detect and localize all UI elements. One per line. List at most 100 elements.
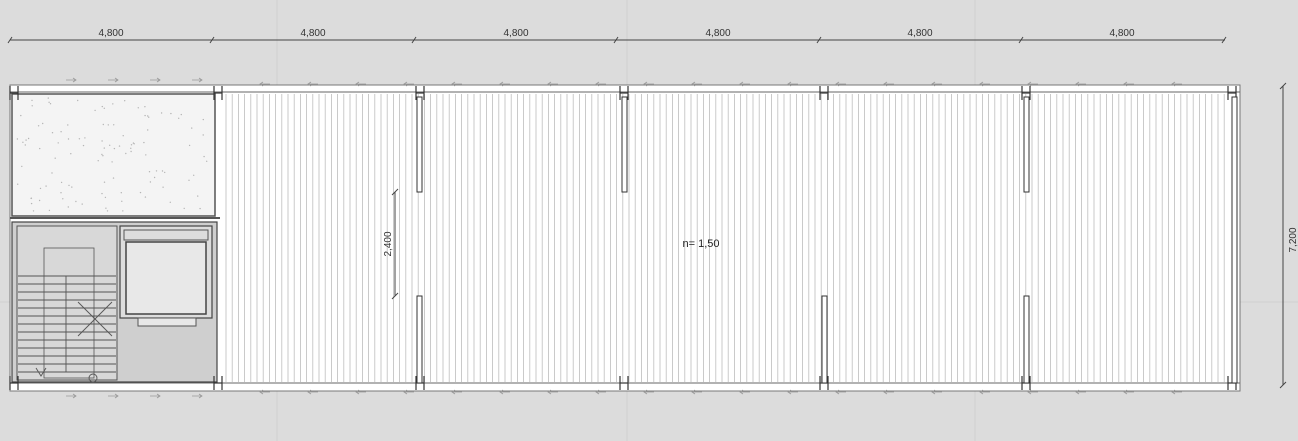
speckle	[191, 127, 193, 129]
speckle	[67, 138, 70, 140]
column-icon	[213, 376, 223, 390]
speckle	[101, 140, 103, 142]
light-well	[10, 93, 220, 219]
flow-arrow	[1171, 81, 1182, 87]
flow-arrows	[66, 77, 1182, 399]
flow-arrow	[1075, 389, 1086, 395]
speckle	[97, 160, 99, 162]
speckle	[139, 191, 142, 194]
flow-arrow	[259, 81, 270, 87]
flow-arrow	[691, 389, 702, 395]
flow-arrow	[883, 81, 894, 87]
speckle	[188, 179, 190, 181]
flow-arrow	[739, 389, 750, 395]
bay-dimension-label: 4,800	[907, 28, 932, 39]
column-icon	[619, 376, 629, 390]
speckle	[130, 144, 133, 146]
speckle	[170, 112, 172, 115]
flow-arrow	[979, 81, 990, 87]
speckle	[148, 116, 150, 118]
bay-dimension-label: 4,800	[98, 28, 123, 39]
speckle	[82, 144, 85, 147]
speckle	[113, 124, 115, 126]
speckle	[54, 157, 56, 159]
speckle	[118, 145, 121, 147]
flow-arrow	[1123, 81, 1134, 87]
flow-arrow	[835, 389, 846, 395]
flow-arrow	[499, 389, 510, 395]
speckle	[30, 197, 32, 200]
speckle	[147, 129, 149, 131]
speckle	[24, 144, 26, 146]
speckle	[104, 196, 107, 199]
speckle	[71, 186, 73, 188]
speckle	[51, 132, 54, 134]
speckle	[109, 144, 111, 146]
speckle	[155, 170, 158, 172]
flow-arrow	[403, 81, 414, 87]
speckle	[105, 207, 107, 209]
ratio-annotation: n= 1,50	[682, 238, 719, 250]
speckle	[60, 192, 62, 194]
speckle	[106, 210, 109, 212]
flow-arrow	[451, 389, 462, 395]
speckle	[42, 122, 44, 125]
bay-dimension-label: 4,800	[300, 28, 325, 39]
speckle	[17, 183, 19, 185]
column-icon	[1021, 86, 1031, 100]
speckle	[132, 142, 135, 144]
speckle	[102, 123, 105, 126]
flow-arrow	[108, 77, 119, 83]
speckle	[20, 114, 22, 117]
light-well-texture	[16, 97, 208, 212]
speckle	[47, 97, 49, 99]
speckle	[49, 103, 52, 105]
flow-arrow	[1075, 81, 1086, 87]
stair-marker-icon	[88, 373, 98, 383]
column-icon	[619, 86, 629, 100]
interior-wall-segments	[416, 96, 1238, 384]
flow-arrow	[403, 389, 414, 395]
flow-arrow	[547, 81, 558, 87]
speckle	[124, 100, 126, 102]
speckle	[148, 171, 151, 173]
speckle	[31, 105, 33, 107]
flow-arrow	[108, 393, 119, 399]
speckle	[125, 152, 127, 155]
flow-arrow	[1123, 389, 1134, 395]
speckle	[103, 147, 106, 149]
speckle	[48, 209, 51, 212]
flow-arrow	[192, 393, 203, 399]
speckle	[101, 105, 104, 108]
speckle	[111, 161, 113, 163]
flow-arrow	[307, 389, 318, 395]
speckle	[31, 99, 33, 102]
speckle	[183, 207, 185, 210]
speckle	[137, 107, 139, 109]
speckle	[193, 174, 195, 176]
speckle	[38, 199, 41, 202]
flow-arrow	[1027, 389, 1038, 395]
speckle	[199, 207, 201, 210]
bay-dimension-label: 4,800	[503, 28, 528, 39]
speckle	[143, 141, 145, 144]
flow-arrow	[739, 81, 750, 87]
flow-arrow	[451, 81, 462, 87]
depth-dimension	[1279, 82, 1287, 389]
speckle	[145, 154, 147, 156]
speckle	[84, 137, 86, 139]
speckle	[75, 200, 77, 203]
speckle	[102, 155, 104, 157]
speckle	[180, 113, 182, 116]
speckle	[68, 184, 70, 187]
speckle	[62, 198, 64, 200]
flow-arrow	[150, 393, 161, 399]
flow-arrow	[547, 389, 558, 395]
speckle	[164, 171, 166, 174]
speckle	[101, 192, 103, 195]
speckle	[78, 138, 81, 140]
speckle	[22, 141, 24, 143]
column-icon	[415, 86, 425, 100]
speckle	[21, 165, 23, 168]
flow-arrow	[1171, 389, 1182, 395]
